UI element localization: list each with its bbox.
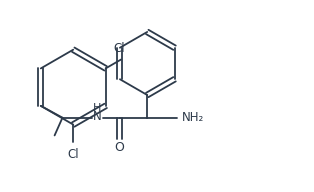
Text: Cl: Cl xyxy=(113,42,125,55)
Text: O: O xyxy=(115,141,125,154)
Text: N: N xyxy=(93,110,101,123)
Text: Cl: Cl xyxy=(68,148,79,161)
Text: H: H xyxy=(93,103,101,113)
Text: NH₂: NH₂ xyxy=(181,111,204,124)
